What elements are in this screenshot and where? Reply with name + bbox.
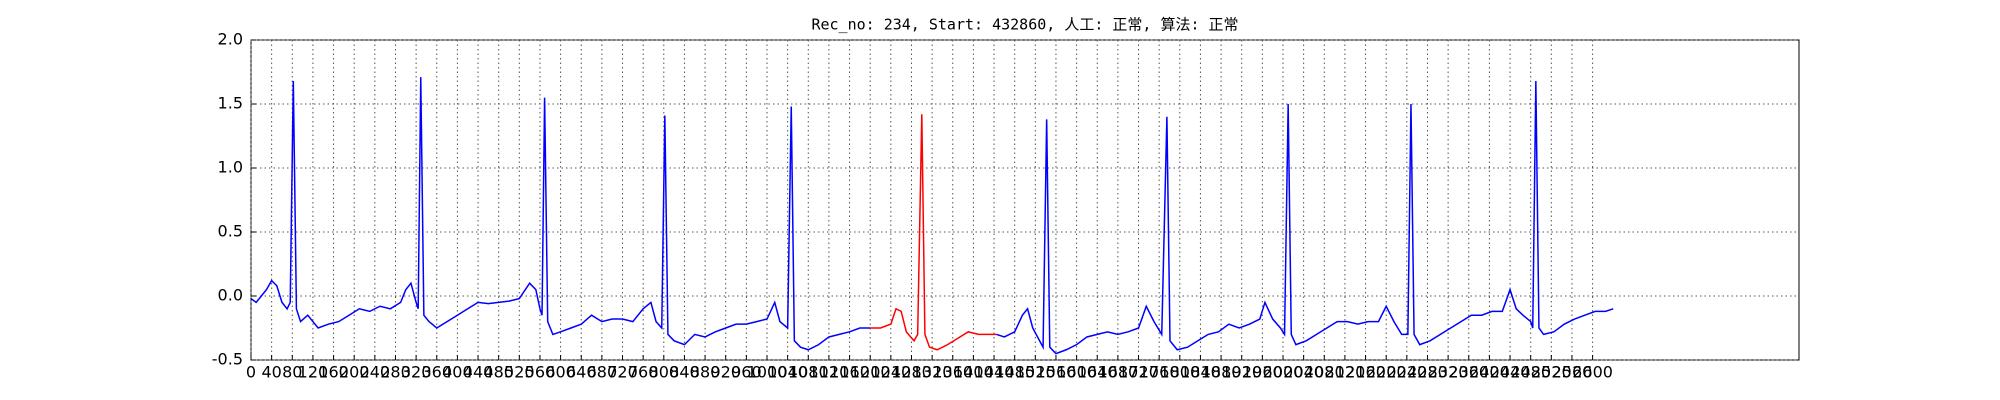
x-tick-label: 840 [669,363,700,382]
x-tick-label: 800 [649,363,680,382]
y-tick-label: 2.0 [218,30,243,49]
x-tick-label: 880 [690,363,721,382]
x-tick-label: 1600 [1056,363,1097,382]
x-tick-label: 1280 [891,363,932,382]
x-tick-label: 2160 [1345,363,1386,382]
x-tick-label: 2040 [1283,363,1324,382]
x-tick-label: 1640 [1077,363,1118,382]
x-tick-label: 680 [587,363,618,382]
x-tick-label: 920 [710,363,741,382]
x-tick-label: 1440 [974,363,1015,382]
y-tick-label: 1.0 [218,158,243,177]
x-tick-label: 1400 [953,363,994,382]
ecg-trace [870,114,997,351]
x-tick-label: 600 [545,363,576,382]
ecg-trace [996,80,1614,355]
x-tick-label: 400 [442,363,473,382]
x-tick-label: 560 [525,363,556,382]
x-tick-label: 2440 [1490,363,1531,382]
x-tick-label: 40 [261,363,281,382]
x-tick-label: 480 [483,363,514,382]
x-tick-label: 2280 [1407,363,1448,382]
chart-title: Rec_no: 234, Start: 432860, 人工: 正常, 算法: … [811,16,1238,34]
x-tick-label: 520 [504,363,535,382]
x-tick-label: 760 [628,363,659,382]
y-tick-label: 1.5 [218,94,243,113]
x-tick-label: 1760 [1139,363,1180,382]
x-tick-label: 2080 [1304,363,1345,382]
y-tick-label: 0.5 [218,222,243,241]
x-tick-label: 2320 [1428,363,1469,382]
x-tick-label: 1480 [994,363,1035,382]
y-tick-label: 0.0 [218,286,243,305]
x-tick-label: 2400 [1469,363,1510,382]
x-tick-label: 640 [566,363,597,382]
x-tick-label: 2360 [1448,363,1489,382]
x-tick-label: 0 [246,363,256,382]
x-tick-label: 1240 [870,363,911,382]
x-tick-label: 1200 [850,363,891,382]
x-tick-label: 1080 [788,363,829,382]
x-tick-label: 440 [463,363,494,382]
x-tick-label: 2480 [1510,363,1551,382]
x-tick-label: 1880 [1201,363,1242,382]
x-tick-label: 120 [298,363,329,382]
x-tick-label: 240 [360,363,391,382]
x-tick-label: 2240 [1386,363,1427,382]
ecg-trace [250,77,871,351]
x-tick-label: 1720 [1118,363,1159,382]
x-tick-label: 2200 [1366,363,1407,382]
x-tick-label: 2000 [1263,363,1304,382]
x-tick-label: 2520 [1531,363,1572,382]
y-tick-label: -0.5 [212,350,243,369]
x-tick-label: 320 [401,363,432,382]
x-tick-label: 1840 [1180,363,1221,382]
x-tick-label: 80 [282,363,302,382]
x-tick-label: 1520 [1015,363,1056,382]
x-tick-label: 1560 [1036,363,1077,382]
x-tick-label: 2120 [1325,363,1366,382]
x-tick-label: 1000 [747,363,788,382]
x-tick-label: 280 [380,363,411,382]
x-tick-label: 960 [731,363,762,382]
x-tick-label: 1800 [1159,363,1200,382]
x-tick-label: 1360 [932,363,973,382]
x-tick-label: 720 [607,363,638,382]
x-tick-label: 2600 [1572,363,1613,382]
x-tick-label: 360 [421,363,452,382]
x-tick-label: 1320 [912,363,953,382]
x-tick-label: 2560 [1552,363,1593,382]
x-tick-label: 1680 [1098,363,1139,382]
x-tick-label: 1920 [1221,363,1262,382]
x-tick-label: 200 [339,363,370,382]
x-tick-label: 160 [318,363,349,382]
x-tick-label: 1040 [767,363,808,382]
x-tick-label: 1960 [1242,363,1283,382]
x-tick-label: 1160 [829,363,870,382]
x-tick-label: 1120 [809,363,850,382]
